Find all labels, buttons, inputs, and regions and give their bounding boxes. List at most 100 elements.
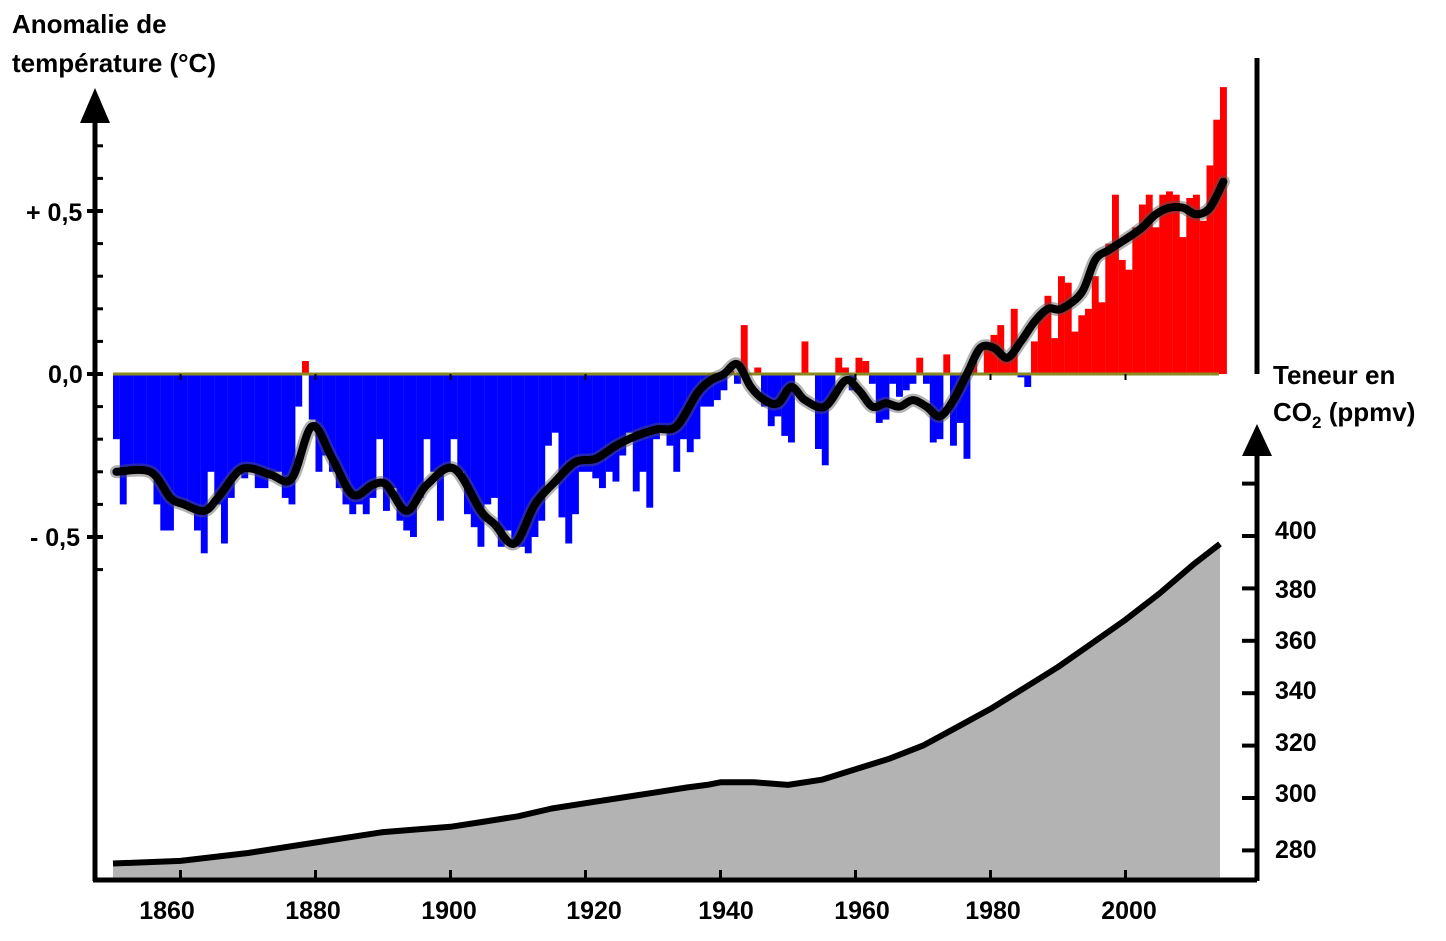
temperature-bar: [1004, 361, 1011, 374]
temperature-bar: [1037, 315, 1045, 374]
temperature-bar: [666, 374, 674, 446]
temperature-bar: [180, 374, 188, 508]
temperature-bar: [1024, 374, 1032, 387]
temperature-bar: [693, 374, 701, 440]
temperature-bar: [950, 374, 957, 446]
temperature-bar: [167, 374, 174, 531]
temperature-bar: [389, 374, 397, 489]
x-tick-label-1900: 1900: [421, 897, 477, 925]
temperature-bar: [329, 374, 336, 472]
temperature-bar: [349, 374, 357, 515]
temperature-bar: [734, 374, 741, 384]
left-axis-arrow: [80, 88, 110, 123]
temperature-bar: [221, 374, 228, 544]
temperature-bar: [990, 334, 998, 374]
temperature-bar: [1166, 191, 1173, 374]
temperature-bar: [761, 374, 768, 407]
temp-tick-label-zero: 0,0: [48, 361, 83, 389]
temperature-bar: [572, 374, 579, 515]
temperature-bar: [1193, 194, 1200, 374]
temperature-bar: [1064, 282, 1072, 374]
temperature-bar: [126, 374, 134, 472]
temperature-bar: [403, 374, 411, 531]
co2-tick-label-320: 320: [1275, 729, 1317, 757]
temperature-bar: [558, 374, 566, 518]
temperature-bar: [1179, 237, 1187, 374]
temperature-bar: [653, 374, 660, 440]
temperature-bar: [241, 374, 249, 479]
co2-tick-label-380: 380: [1275, 576, 1317, 604]
temperature-bar: [457, 374, 465, 472]
temperature-bar: [268, 374, 276, 472]
x-tick-label-1980: 1980: [965, 897, 1021, 925]
temperature-bar: [565, 374, 573, 544]
temperature-bar: [187, 374, 195, 505]
temperature-bar: [828, 374, 836, 401]
temperature-bar: [599, 374, 606, 489]
temperature-bar: [140, 374, 147, 472]
temperature-bar: [1125, 269, 1133, 374]
co2-tick-label-280: 280: [1275, 836, 1317, 864]
temperature-bar: [281, 374, 289, 498]
temperature-bar: [1152, 227, 1160, 374]
tick-marks: [87, 144, 1257, 880]
temperature-bar: [619, 374, 627, 456]
temperature-bar: [1044, 295, 1052, 374]
temperature-bar: [956, 374, 964, 423]
temperature-smoothed-line: [112, 177, 1228, 548]
temperature-bar: [869, 374, 876, 384]
temperature-bar: [1199, 220, 1207, 374]
temperature-bar: [713, 374, 721, 401]
temperature-bar: [234, 374, 242, 472]
temperature-bar: [1213, 119, 1221, 374]
temperature-bar: [1206, 165, 1214, 374]
temperature-bar: [646, 374, 654, 508]
temperature-bar: [1112, 194, 1119, 374]
temperature-bar: [376, 374, 384, 440]
temperature-bar: [1091, 276, 1099, 374]
temperature-bar: [902, 374, 910, 391]
temperature-bar: [369, 374, 377, 498]
co2-tick-label-400: 400: [1275, 517, 1317, 545]
temperature-bar: [437, 374, 444, 521]
temperature-bar: [423, 374, 431, 440]
temperature-bar: [173, 374, 181, 505]
co2-axis-title-sub: 2: [1312, 413, 1321, 432]
right-axis-arrow: [1242, 424, 1272, 456]
temperature-bar: [1031, 341, 1038, 374]
temperature-bar: [450, 374, 458, 440]
temperature-bar: [227, 374, 235, 498]
temperature-bar: [477, 374, 485, 547]
temp-tick-label-plus05: + 0,5: [26, 199, 82, 227]
temperature-bar: [430, 374, 438, 472]
temperature-bar: [497, 374, 505, 547]
temperature-bar: [342, 374, 350, 505]
temperature-bars: [113, 87, 1227, 554]
temperature-bar: [788, 374, 795, 443]
temperature-bar: [1186, 198, 1194, 374]
temperature-bar: [659, 374, 667, 433]
co2-area-fill: [113, 543, 1220, 880]
temperature-bar: [815, 374, 822, 449]
temperature-bar: [963, 374, 971, 459]
temperature-bar: [1017, 374, 1025, 378]
temperature-bar: [740, 325, 748, 374]
temperature-smoothed-line-layer: [109, 175, 1230, 551]
temperature-bar: [410, 374, 417, 537]
temperature-bar: [200, 374, 208, 554]
x-tick-label-1860: 1860: [139, 897, 195, 925]
temperature-bar: [194, 374, 201, 531]
temperature-bar: [754, 367, 762, 374]
temperature-bar: [383, 374, 390, 511]
temperature-bar: [936, 374, 944, 440]
co2-area-layer: [112, 541, 1222, 880]
temperature-bar: [214, 374, 222, 505]
temperature-bar: [356, 374, 363, 505]
temperature-bar: [842, 367, 849, 374]
co2-tick-label-360: 360: [1275, 627, 1317, 655]
temperature-bar: [639, 374, 647, 472]
temperature-bar: [113, 374, 120, 440]
temperature-bar: [254, 374, 262, 489]
temperature-bar: [531, 374, 539, 537]
temperature-bar: [416, 374, 424, 498]
